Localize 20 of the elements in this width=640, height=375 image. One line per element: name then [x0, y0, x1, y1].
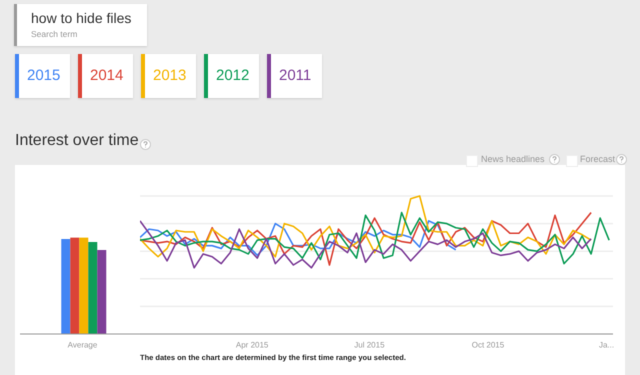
bar	[61, 239, 70, 334]
x-tick-label: Oct 2015	[472, 340, 505, 350]
chart-title: Interest over time	[15, 132, 139, 150]
x-tick-label: Ja...	[598, 340, 614, 350]
text: 2013	[153, 67, 186, 84]
text: Forecast	[580, 154, 616, 164]
text: 2015	[27, 67, 60, 84]
bar	[70, 238, 80, 334]
text: 2011	[279, 67, 312, 84]
text: how to hide files	[31, 10, 132, 26]
text: News headlines	[481, 154, 545, 164]
bar	[88, 242, 98, 334]
text: 2012	[216, 67, 250, 84]
x-tick-label: Average	[68, 340, 98, 350]
text: Search term	[31, 29, 78, 39]
bar	[97, 250, 106, 334]
bar	[79, 238, 88, 334]
text: 2014	[90, 67, 124, 84]
x-tick-label: Apr 2015	[236, 340, 269, 350]
x-tick-label: Jul 2015	[354, 340, 386, 350]
